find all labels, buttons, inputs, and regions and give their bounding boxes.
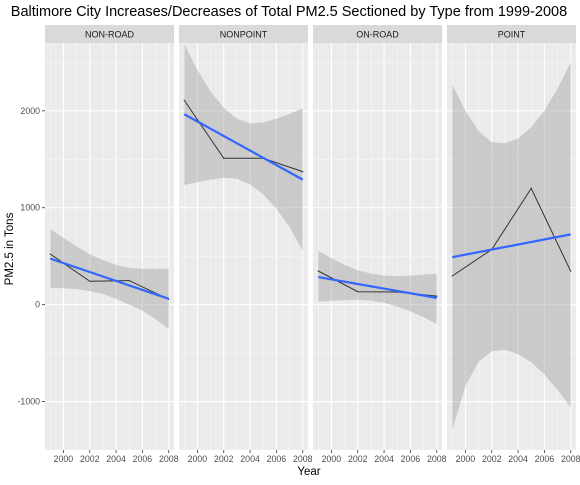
fit-line-nonpoint: [183, 113, 304, 181]
fit-line-non-road: [49, 257, 170, 300]
chart-title: Baltimore City Increases/Decreases of To…: [11, 4, 567, 20]
series-line-nonpoint: [183, 100, 303, 173]
data-point: [451, 275, 453, 277]
data-point: [317, 270, 319, 272]
x-tick-label: 2002: [348, 454, 368, 464]
series-line-non-road: [50, 253, 169, 300]
x-tick-label: 2004: [374, 454, 394, 464]
data-point: [570, 270, 572, 272]
facet-strip-label: ON-ROAD: [356, 30, 399, 40]
x-tick-label: 2004: [106, 454, 126, 464]
x-tick-label: 2004: [508, 454, 528, 464]
x-tick-label: 2008: [159, 454, 179, 464]
facet-panel-point: POINT 2000 2002 2004 2006 2008: [447, 25, 580, 464]
x-tick-label: 2008: [293, 454, 313, 464]
facet-strip-label: NON-ROAD: [85, 30, 134, 40]
data-point: [49, 253, 51, 255]
y-tick-label: 2000: [20, 106, 40, 116]
facet-strip-label: POINT: [498, 30, 526, 40]
data-point: [223, 157, 225, 159]
x-tick-label: 2006: [133, 454, 153, 464]
facet-strip: [179, 25, 308, 43]
y-tick-label: 0: [35, 300, 40, 310]
y-tick-label: 1000: [20, 203, 40, 213]
y-tick-label: -1000: [18, 397, 41, 407]
data-point: [128, 280, 130, 282]
facet-panels: NON-ROAD 2000 2002 2004 2006 2008 NONPOINT 2000…: [45, 25, 580, 464]
x-tick-label: 2006: [401, 454, 421, 464]
x-tick-label: 2000: [188, 454, 208, 464]
x-tick-label: 2004: [240, 454, 260, 464]
x-tick-label: 2008: [427, 454, 447, 464]
data-point: [357, 291, 359, 293]
fit-line-on-road: [318, 275, 437, 299]
x-tick-label: 2006: [267, 454, 287, 464]
panel-background: [313, 43, 442, 450]
facet-strip: [447, 25, 576, 43]
x-tick-label: 2008: [561, 454, 580, 464]
x-tick-label: 2006: [535, 454, 555, 464]
x-tick-label: 2002: [80, 454, 100, 464]
data-point: [530, 187, 532, 189]
y-axis-label: PM2.5 in Tons: [4, 212, 16, 285]
x-tick-label: 2000: [54, 454, 74, 464]
x-tick-label: 2000: [456, 454, 476, 464]
facet-panel-non-road: NON-ROAD 2000 2002 2004 2006 2008: [45, 25, 179, 464]
x-tick-label: 2002: [214, 454, 234, 464]
x-axis-label: Year: [297, 466, 320, 478]
fit-line-point: [452, 233, 571, 259]
data-point: [436, 295, 438, 297]
data-point: [183, 99, 185, 101]
facet-panel-nonpoint: NONPOINT 2000 2002 2004 2006 2008: [179, 25, 313, 464]
series-line-point: [452, 187, 572, 277]
facet-strip: [313, 25, 442, 43]
facet-strip: [45, 25, 174, 43]
facet-strip-label: NONPOINT: [220, 30, 268, 40]
facet-panel-on-road: ON-ROAD 2000 2002 2004 2006 2008: [313, 25, 447, 464]
x-tick-label: 2000: [322, 454, 342, 464]
y-axis: -1000 0 1000 2000: [18, 106, 45, 407]
data-point: [89, 280, 91, 282]
data-point: [302, 170, 304, 173]
x-tick-label: 2002: [482, 454, 502, 464]
